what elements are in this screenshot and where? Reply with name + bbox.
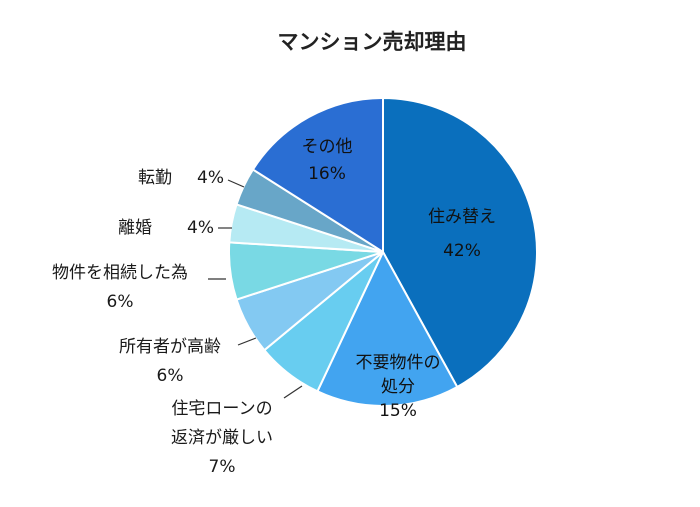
slice-value-3: 6% — [157, 366, 184, 386]
leader-line-2 — [283, 385, 303, 399]
slice-value-5: 4% — [187, 218, 214, 238]
leader-line-3 — [237, 337, 257, 346]
leader-lines — [208, 179, 303, 399]
slice-label-2-line-0: 住宅ローンの — [171, 399, 272, 419]
slice-label-0-line-0: 住み替え — [428, 207, 496, 227]
slice-label-6-line-0: 転勤 — [138, 168, 172, 188]
pie-slices — [227, 96, 538, 407]
slice-value-0: 42% — [443, 241, 481, 261]
slice-label-4-line-0: 物件を相続した為 — [52, 263, 188, 283]
slice-label-3-line-0: 所有者が高齢 — [119, 337, 221, 357]
pie-slice-0 — [382, 96, 538, 389]
slice-value-2: 7% — [209, 457, 236, 477]
slice-label-2-line-1: 返済が厳しい — [171, 428, 273, 448]
slice-value-4: 6% — [107, 292, 134, 312]
pie-slice-1 — [316, 249, 459, 407]
slice-label-5-line-0: 離婚 — [118, 218, 152, 238]
slice-value-6: 4% — [197, 168, 224, 188]
pie-slice-7 — [251, 96, 384, 254]
slice-label-1-line-1: 処分 — [381, 377, 415, 397]
slice-label-7-line-0: その他 — [302, 137, 353, 157]
slice-label-1-line-0: 不要物件の — [356, 353, 441, 373]
chart-title: マンション売却理由 — [278, 30, 467, 54]
leader-line-6 — [227, 179, 245, 188]
slice-value-1: 15% — [379, 401, 417, 421]
slice-value-7: 16% — [308, 164, 346, 184]
